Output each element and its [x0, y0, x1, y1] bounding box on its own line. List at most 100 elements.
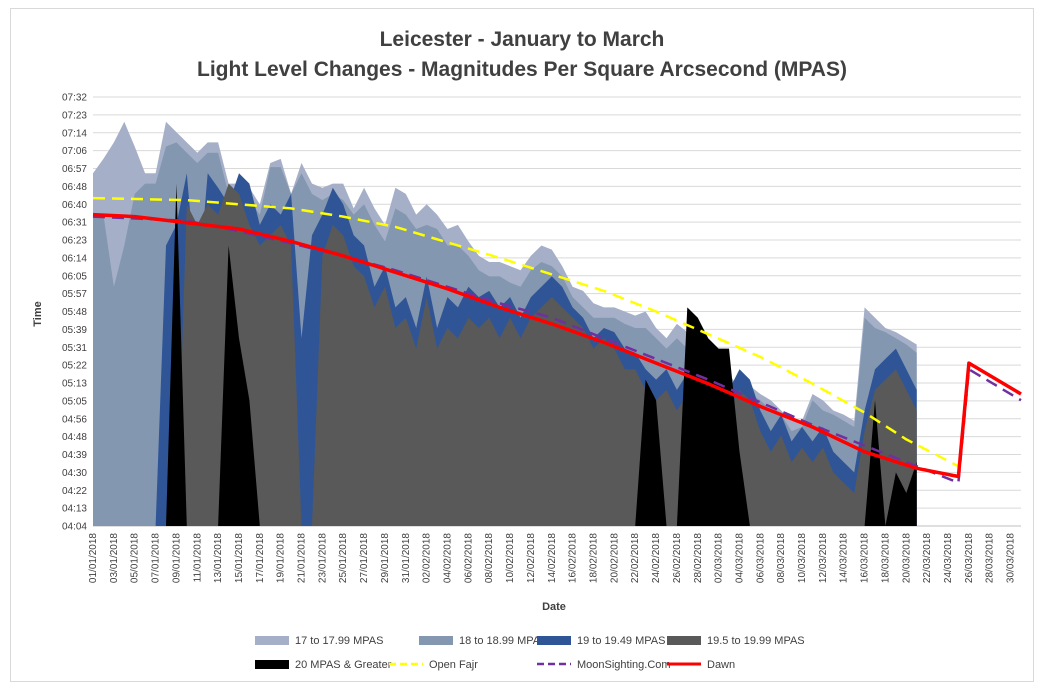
- x-tick-label: 22/03/2018: [922, 533, 933, 583]
- x-tick-label: 11/01/2018: [192, 533, 203, 583]
- x-tick-label: 09/01/2018: [171, 533, 182, 583]
- legend-swatch: [255, 636, 289, 645]
- x-tick-label: 12/03/2018: [818, 533, 829, 583]
- legend-swatch: [419, 636, 453, 645]
- legend: 17 to 17.99 MPAS 18 to 18.99 MPAS 19 to 19…: [255, 635, 805, 671]
- x-tick-label: 20/02/2018: [609, 533, 620, 583]
- y-tick-label: 06:40: [62, 200, 87, 211]
- y-tick-label: 04:13: [62, 504, 87, 515]
- area-series-group: [93, 121, 917, 527]
- x-tick-label: 17/01/2018: [255, 533, 266, 583]
- y-tick-label: 06:48: [62, 182, 87, 193]
- x-tick-label: 18/02/2018: [588, 533, 599, 583]
- x-tick-label: 29/01/2018: [380, 533, 391, 583]
- legend-item: 19 to 19.49 MPAS: [537, 635, 665, 647]
- chart-frame: Leicester - January to March Light Level…: [10, 8, 1034, 682]
- y-axis-label: Time: [32, 301, 44, 326]
- y-tick-label: 05:13: [62, 379, 87, 390]
- y-tick-label: 04:56: [62, 414, 87, 425]
- line-series-3: [92, 212, 1022, 479]
- chart-subtitle: Light Level Changes - Magnitudes Per Squ…: [197, 58, 847, 81]
- y-tick-label: 06:23: [62, 236, 87, 247]
- y-tick-label: 05:57: [62, 289, 87, 300]
- y-tick-label: 05:31: [62, 343, 87, 354]
- x-tick-label: 08/03/2018: [776, 533, 787, 583]
- legend-label: Open Fajr: [429, 659, 478, 671]
- legend-item: 17 to 17.99 MPAS: [255, 635, 383, 647]
- y-tick-label: 05:22: [62, 361, 87, 372]
- x-tick-label: 13/01/2018: [213, 533, 224, 583]
- legend-label: 18 to 18.99 MPAS: [459, 635, 547, 647]
- legend-label: 19.5 to 19.99 MPAS: [707, 635, 805, 647]
- x-tick-label: 23/01/2018: [317, 533, 328, 583]
- y-tick-label: 05:48: [62, 307, 87, 318]
- y-tick-label: 04:22: [62, 486, 87, 497]
- x-tick-label: 14/03/2018: [839, 533, 850, 583]
- x-tick-label: 03/01/2018: [109, 533, 120, 583]
- x-tick-label: 25/01/2018: [338, 533, 349, 583]
- x-tick-label: 26/02/2018: [672, 533, 683, 583]
- legend-item: Dawn: [667, 659, 735, 671]
- x-tick-label: 19/01/2018: [276, 533, 287, 583]
- x-tick-label: 16/02/2018: [568, 533, 579, 583]
- y-tick-label: 07:14: [62, 128, 87, 139]
- y-tick-label: 06:31: [62, 218, 87, 229]
- y-tick-label: 07:06: [62, 146, 87, 157]
- line-series-1: [92, 196, 959, 468]
- line-series-2: [92, 215, 1022, 484]
- y-tick-label: 04:39: [62, 450, 87, 461]
- legend-swatch: [667, 636, 701, 645]
- x-tick-label: 28/02/2018: [693, 533, 704, 583]
- x-tick-label: 18/03/2018: [880, 533, 891, 583]
- x-tick-label: 24/02/2018: [651, 533, 662, 583]
- chart-title: Leicester - January to March: [380, 28, 665, 51]
- x-axis-label: Date: [542, 601, 566, 613]
- legend-item: 18 to 18.99 MPAS: [419, 635, 547, 647]
- y-tick-labels: 04:04 04:13 04:22 04:30 04:39 04:48 04:56 05:05…: [62, 93, 87, 533]
- y-tick-label: 05:05: [62, 396, 87, 407]
- y-tick-label: 04:04: [62, 522, 87, 533]
- x-tick-label: 20/03/2018: [901, 533, 912, 583]
- x-tick-label: 05/01/2018: [130, 533, 141, 583]
- x-tick-label: 26/03/2018: [964, 533, 975, 583]
- x-tick-label: 16/03/2018: [860, 533, 871, 583]
- y-tick-label: 06:14: [62, 253, 87, 264]
- x-tick-label: 01/01/2018: [88, 533, 99, 583]
- y-tick-label: 06:05: [62, 271, 87, 282]
- x-tick-label: 02/02/2018: [422, 533, 433, 583]
- x-tick-label: 12/02/2018: [526, 533, 537, 583]
- y-tick-label: 07:32: [62, 93, 87, 104]
- x-tick-label: 14/02/2018: [547, 533, 558, 583]
- x-tick-label: 08/02/2018: [484, 533, 495, 583]
- legend-label: MoonSighting.Com: [577, 659, 671, 671]
- legend-item: MoonSighting.Com: [537, 659, 671, 671]
- legend-label: 17 to 17.99 MPAS: [295, 635, 383, 647]
- x-tick-label: 04/03/2018: [734, 533, 745, 583]
- x-tick-label: 06/02/2018: [463, 533, 474, 583]
- area-series-4: [93, 183, 917, 526]
- x-tick-label: 27/01/2018: [359, 533, 370, 583]
- y-tick-label: 04:48: [62, 432, 87, 443]
- legend-label: Dawn: [707, 659, 735, 671]
- x-tick-label: 07/01/2018: [151, 533, 162, 583]
- x-tick-labels: 01/01/2018 03/01/2018 05/01/2018 07/01/2018…: [88, 533, 1017, 583]
- legend-swatch: [255, 660, 289, 669]
- y-tick-label: 06:57: [62, 164, 87, 175]
- y-tick-label: 07:23: [62, 110, 87, 121]
- x-tick-label: 06/03/2018: [755, 533, 766, 583]
- x-tick-label: 10/02/2018: [505, 533, 516, 583]
- x-tick-label: 30/03/2018: [1006, 533, 1017, 583]
- legend-label: 19 to 19.49 MPAS: [577, 635, 665, 647]
- legend-item: Open Fajr: [389, 659, 478, 671]
- legend-label: 20 MPAS & Greater: [295, 659, 392, 671]
- x-tick-label: 04/02/2018: [443, 533, 454, 583]
- x-tick-label: 21/01/2018: [297, 533, 308, 583]
- x-tick-label: 31/01/2018: [401, 533, 412, 583]
- x-tick-label: 02/03/2018: [714, 533, 725, 583]
- legend-item: 19.5 to 19.99 MPAS: [667, 635, 805, 647]
- chart-svg: Leicester - January to March Light Level…: [32, 28, 1022, 671]
- x-tick-label: 15/01/2018: [234, 533, 245, 583]
- x-tick-label: 10/03/2018: [797, 533, 808, 583]
- x-tick-label: 22/02/2018: [630, 533, 641, 583]
- x-tick-label: 28/03/2018: [985, 533, 996, 583]
